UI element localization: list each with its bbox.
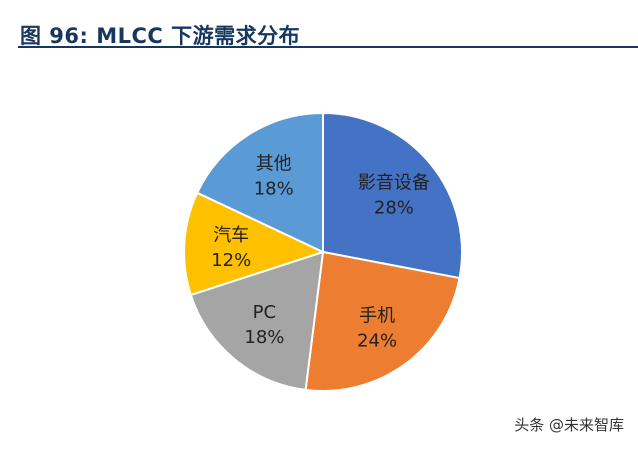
figure-title: 图 96: MLCC 下游需求分布 [20,24,301,48]
title-divider [18,46,638,48]
slice-category-label-0: 影音设备 [358,172,430,193]
slice-percent-label-3: 12% [211,250,251,271]
slice-percent-label-4: 18% [254,178,294,199]
pie-slice-2 [189,251,324,391]
slice-percent-label-0: 28% [374,197,414,218]
watermark: 头条 @未来智库 [514,416,624,434]
slice-category-label-4: 其他 [256,153,292,174]
slice-category-label-1: 手机 [359,305,395,326]
pie-slice-3 [183,191,324,296]
slice-percent-label-1: 24% [357,330,397,351]
slice-percent-label-2: 18% [244,327,284,348]
pie-slice-1 [304,251,461,392]
pie-labels: 影音设备 28% 手机 24% PC 18% 汽车 12% 其他 18% [211,153,430,351]
pie-slice-0 [322,112,463,280]
pie-slice-4 [196,112,324,253]
pie-slices [183,112,463,392]
slice-category-label-3: 汽车 [213,225,249,246]
slice-category-label-2: PC [253,302,276,323]
